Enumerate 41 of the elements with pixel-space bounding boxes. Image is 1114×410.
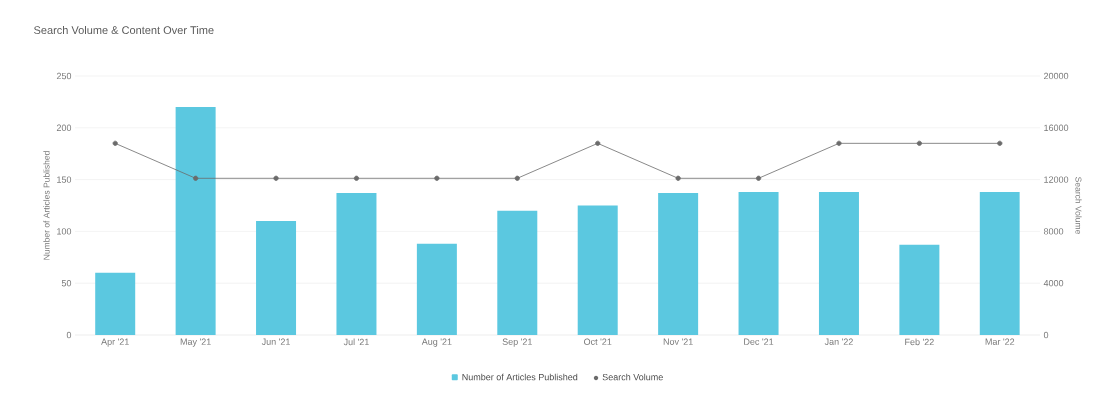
x-tick-label: Sep '21 — [502, 338, 532, 347]
bar — [818, 192, 859, 335]
x-tick-label: Dec '21 — [744, 338, 774, 345]
y-tick-label: 150 — [57, 176, 72, 183]
bar — [979, 192, 1020, 335]
y2-tick-label: 20000 — [1044, 72, 1069, 80]
y-axis-title: Number of Articles Published — [43, 151, 50, 260]
x-tick-label: Apr '21 — [101, 338, 129, 347]
y2-tick-label: 4000 — [1043, 280, 1064, 287]
legend-label: Search Volume — [602, 373, 663, 381]
y2-tick-label: 16000 — [1044, 124, 1069, 131]
x-tick-label: Jan '22 — [824, 338, 853, 345]
y2-tick-label: 12000 — [1044, 176, 1069, 183]
bar — [899, 244, 940, 335]
x-tick-label: Jul '21 — [343, 338, 369, 346]
y-tick-label: 250 — [56, 72, 72, 80]
x-tick-label: Nov '21 — [663, 338, 693, 345]
y2-tick-label: 8000 — [1043, 228, 1064, 235]
bar — [95, 272, 136, 335]
y2-axis-title: Search Volume — [1075, 177, 1082, 234]
y-tick-label: 50 — [61, 280, 72, 287]
legend-label: Number of Articles Published — [462, 373, 578, 381]
bar — [577, 205, 618, 335]
bar — [416, 243, 457, 335]
bar — [175, 107, 216, 335]
y-tick-label: 200 — [56, 124, 72, 131]
bar — [256, 221, 297, 335]
x-tick-label: Oct '21 — [584, 338, 612, 345]
x-tick-label: Feb '22 — [905, 338, 934, 346]
x-tick-label: May '21 — [180, 338, 211, 347]
x-tick-label: Mar '22 — [985, 338, 1015, 345]
x-tick-label: Aug '21 — [421, 338, 452, 347]
bar — [497, 210, 538, 335]
y-tick-label: 100 — [57, 228, 72, 235]
y2-tick-label: 0 — [1043, 331, 1049, 339]
bar — [658, 193, 699, 335]
bar — [336, 193, 377, 335]
bar — [738, 192, 779, 335]
chart-title: Search Volume & Content Over Time — [34, 25, 214, 35]
x-tick-label: Jun '21 — [261, 338, 290, 345]
y-tick-label: 0 — [66, 331, 72, 339]
